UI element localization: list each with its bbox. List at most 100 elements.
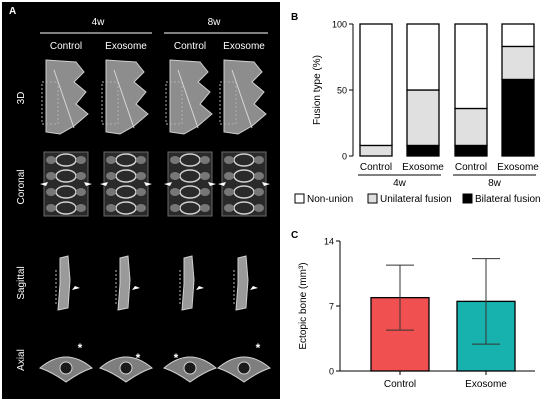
ct-coronal-arrow-right [208, 182, 216, 186]
row-label-axial: Axial [16, 349, 27, 371]
ct-3d-graft-grid [41, 81, 59, 125]
bar-b-4-unilateral-fusion [501, 45, 535, 81]
legend-label-bilateral-fusion: Bilateral fusion [475, 194, 541, 205]
bar-b-3-bilateral-fusion [454, 144, 488, 157]
row-label-3d: 3D [16, 92, 27, 105]
cat-label-c-control: Control [384, 379, 416, 390]
ct-sagittal-spine [57, 255, 71, 311]
ct-axial-canal [59, 361, 73, 375]
ct-coronal-arrow-left [40, 182, 48, 186]
ct-coronal-right-process [254, 172, 264, 180]
ct-coronal-left-process [224, 204, 234, 212]
ct-coronal-left-process [106, 172, 116, 180]
ct-coronal-left-process [224, 172, 234, 180]
ct-3d-highlight [113, 69, 135, 129]
ct-3d-1 [41, 59, 89, 135]
axis-title-c-y: Ectopic bone (mm³) [298, 262, 309, 349]
bar-b-1-non-union [359, 23, 393, 147]
ct-coronal-left-process [46, 188, 56, 196]
group-label-b-4w: 4w [393, 178, 407, 189]
ct-coronal-arrow-right [262, 182, 270, 186]
ct-axial-asterisk: * [174, 351, 179, 365]
ct-3d-2 [101, 59, 149, 135]
group-4w-label: 4w [92, 17, 106, 28]
legend-swatch-non-union [294, 193, 305, 204]
panel-c-letter: C [291, 230, 298, 241]
ct-coronal-right-process [136, 204, 146, 212]
ct-coronal-left-process [170, 204, 180, 212]
ct-coronal-2 [100, 151, 152, 217]
ct-3d-graft-grid [165, 81, 183, 125]
ct-coronal-left-process [106, 204, 116, 212]
ct-axial-1: * [38, 341, 94, 383]
legend-label-non-union: Non-union [307, 194, 353, 205]
ct-coronal-right-process [254, 204, 264, 212]
bar-b-2-unilateral-fusion [406, 89, 440, 147]
chart-c: C 0 7 14 Ectopic bone (mm³) Control Exosome [291, 230, 535, 390]
cat-label-b-1: Control [360, 162, 392, 173]
ct-image-grid: * * * * [38, 59, 272, 383]
ct-coronal-right-process [76, 188, 86, 196]
ct-axial-2: * [98, 351, 154, 383]
panel-a: A 4w 8w Control Exosome Control Exosome … [2, 2, 280, 399]
cat-label-c-exosome: Exosome [465, 379, 507, 390]
ct-3d-graft-grid [101, 81, 119, 125]
ct-coronal-1 [40, 151, 92, 217]
ct-coronal-right-process [136, 156, 146, 164]
legend-swatch-unilateral-fusion [367, 193, 378, 204]
tick-label-b-50: 50 [337, 86, 347, 96]
ct-sagittal-spine [117, 255, 131, 311]
ct-coronal-arrow-right [144, 182, 152, 186]
ct-coronal-left-process [106, 188, 116, 196]
ct-coronal-left-process [106, 156, 116, 164]
panel-a-letter: A [9, 6, 16, 17]
ct-axial-canal [183, 361, 197, 375]
ct-sagittal-arrow [250, 286, 258, 290]
ct-sagittal-arrow [196, 286, 204, 290]
column-label-1: Control [50, 41, 82, 52]
ct-sagittal-1 [55, 255, 80, 311]
column-label-3: Control [174, 41, 206, 52]
ct-axial-canal [237, 361, 251, 375]
ct-coronal-arrow-right [84, 182, 92, 186]
ct-3d-highlight [53, 69, 75, 129]
ct-coronal-right-process [136, 172, 146, 180]
tick-label-c-0: 0 [329, 367, 334, 377]
ct-coronal-right-process [254, 188, 264, 196]
ct-axial-3: * [162, 351, 218, 383]
panel-b-letter: B [291, 12, 298, 23]
ct-coronal-right-process [200, 188, 210, 196]
ct-axial-asterisk: * [256, 341, 261, 355]
bar-b-3-unilateral-fusion [454, 107, 488, 147]
ct-coronal-right-process [76, 172, 86, 180]
row-label-sagittal: Sagittal [16, 266, 27, 299]
group-label-b-8w: 8w [488, 178, 502, 189]
ct-3d-4 [219, 59, 267, 135]
ct-sagittal-arrow [132, 286, 140, 290]
bar-b-4-non-union [501, 23, 535, 48]
bar-b-3-non-union [454, 23, 488, 110]
ct-axial-4: * [216, 341, 272, 383]
ct-3d-3 [165, 59, 213, 135]
ct-coronal-left-process [224, 188, 234, 196]
ct-sagittal-spine [181, 255, 195, 311]
ct-sagittal-4 [233, 255, 258, 311]
ct-axial-asterisk: * [136, 351, 141, 365]
legend-label-unilateral-fusion: Unilateral fusion [380, 194, 452, 205]
ct-coronal-right-process [254, 156, 264, 164]
axis-title-b-y: Fusion type (%) [312, 55, 323, 125]
bar-b-4-bilateral-fusion [501, 78, 535, 157]
ct-coronal-right-process [76, 156, 86, 164]
ct-coronal-left-process [46, 204, 56, 212]
column-label-4: Exosome [223, 41, 265, 52]
tick-label-b-0: 0 [342, 152, 347, 162]
ct-3d-graft-grid [219, 81, 237, 125]
cat-label-b-4: Exosome [497, 162, 539, 173]
ct-coronal-arrow-left [164, 182, 172, 186]
cat-label-b-3: Control [455, 162, 487, 173]
ct-coronal-right-process [200, 204, 210, 212]
bar-b-2-non-union [406, 23, 440, 91]
ct-axial-canal [119, 361, 133, 375]
ct-coronal-left-process [170, 188, 180, 196]
ct-coronal-right-process [200, 172, 210, 180]
